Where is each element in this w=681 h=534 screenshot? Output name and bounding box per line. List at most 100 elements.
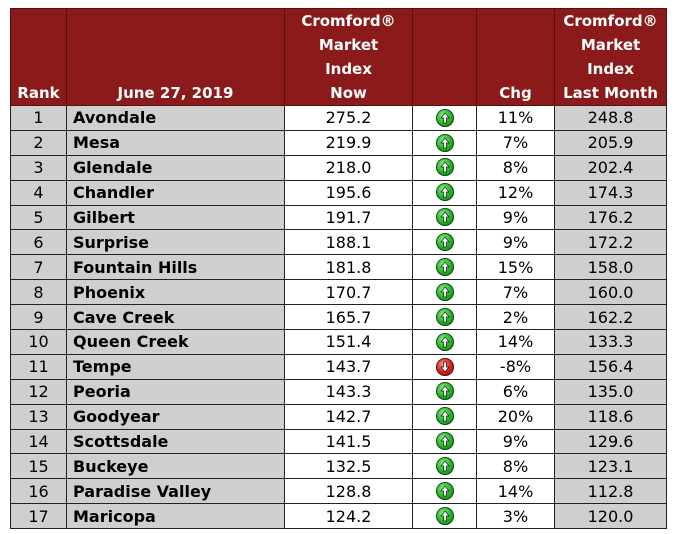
- rank-cell: 7: [10, 254, 67, 281]
- city-cell: Goodyear: [66, 403, 285, 430]
- city-cell: Tempe: [66, 353, 285, 380]
- market-index-table-container: Rank June 27, 2019 Cromford® Market Inde…: [10, 8, 667, 530]
- change-cell: 2%: [476, 304, 555, 331]
- up-arrow-icon: [435, 457, 454, 476]
- up-arrow-icon: [435, 407, 454, 426]
- index-now-cell: 181.8: [284, 254, 413, 281]
- city-cell: Cave Creek: [66, 304, 285, 331]
- up-arrow-icon: [435, 208, 454, 227]
- city-cell: Gilbert: [66, 204, 285, 231]
- city-cell: Surprise: [66, 229, 285, 256]
- index-last-month-cell: 176.2: [554, 204, 667, 231]
- direction-cell: [412, 428, 477, 455]
- rank-cell: 3: [10, 154, 67, 181]
- index-now-cell: 128.8: [284, 478, 413, 505]
- change-cell: 7%: [476, 279, 555, 306]
- direction-cell: [412, 503, 477, 530]
- index-last-month-cell: 162.2: [554, 304, 667, 331]
- index-now-cell: 218.0: [284, 154, 413, 181]
- up-arrow-icon: [435, 482, 454, 501]
- index-last-month-cell: 133.3: [554, 329, 667, 355]
- index-last-month-cell: 135.0: [554, 378, 667, 405]
- direction-cell: [412, 304, 477, 331]
- direction-cell: [412, 154, 477, 181]
- index-now-cell: 142.7: [284, 403, 413, 430]
- rank-cell: 5: [10, 204, 67, 231]
- rank-cell: 14: [10, 428, 67, 455]
- index-last-month-cell: 160.0: [554, 279, 667, 306]
- change-cell: 20%: [476, 403, 555, 430]
- index-now-cell: 143.7: [284, 353, 413, 380]
- direction-cell: [412, 179, 477, 206]
- rank-cell: 10: [10, 329, 67, 355]
- up-arrow-icon: [435, 133, 454, 152]
- rank-cell: 17: [10, 503, 67, 530]
- table-row: 17 Maricopa 124.2 3% 120.0: [10, 503, 667, 530]
- index-last-month-header: Cromford® Market Index Last Month: [554, 8, 667, 106]
- up-arrow-icon: [435, 233, 454, 252]
- header-row: Rank June 27, 2019 Cromford® Market Inde…: [10, 8, 667, 106]
- direction-cell: [412, 403, 477, 430]
- direction-cell: [412, 254, 477, 281]
- direction-cell: [412, 204, 477, 231]
- city-cell: Scottsdale: [66, 428, 285, 455]
- index-now-cell: 195.6: [284, 179, 413, 206]
- table-row: 5 Gilbert 191.7 9% 176.2: [10, 204, 667, 231]
- index-last-month-cell: 202.4: [554, 154, 667, 181]
- index-last-month-cell: 248.8: [554, 105, 667, 131]
- city-cell: Queen Creek: [66, 329, 285, 355]
- table-row: 3 Glendale 218.0 8% 202.4: [10, 154, 667, 181]
- city-cell: Glendale: [66, 154, 285, 181]
- index-now-cell: 191.7: [284, 204, 413, 231]
- up-arrow-icon: [435, 183, 454, 202]
- change-cell: 14%: [476, 329, 555, 355]
- change-cell: 8%: [476, 154, 555, 181]
- index-last-month-cell: 156.4: [554, 353, 667, 380]
- rank-cell: 16: [10, 478, 67, 505]
- direction-header: [412, 8, 477, 106]
- up-arrow-icon: [435, 332, 454, 351]
- rank-cell: 8: [10, 279, 67, 306]
- up-arrow-icon: [435, 108, 454, 127]
- up-arrow-icon: [435, 158, 454, 177]
- table-row: 13 Goodyear 142.7 20% 118.6: [10, 403, 667, 430]
- rank-cell: 13: [10, 403, 67, 430]
- table-row: 11 Tempe 143.7 -8% 156.4: [10, 353, 667, 380]
- index-last-month-cell: 123.1: [554, 453, 667, 480]
- change-cell: 14%: [476, 478, 555, 505]
- table-row: 16 Paradise Valley 128.8 14% 112.8: [10, 478, 667, 505]
- change-cell: 8%: [476, 453, 555, 480]
- index-now-cell: 170.7: [284, 279, 413, 306]
- rank-header: Rank: [10, 8, 67, 106]
- table-row: 1 Avondale 275.2 11% 248.8: [10, 105, 667, 131]
- up-arrow-icon: [435, 506, 454, 525]
- date-header: June 27, 2019: [66, 8, 285, 106]
- change-header: Chg: [476, 8, 555, 106]
- city-cell: Chandler: [66, 179, 285, 206]
- rank-cell: 6: [10, 229, 67, 256]
- up-arrow-icon: [435, 432, 454, 451]
- index-now-cell: 143.3: [284, 378, 413, 405]
- direction-cell: [412, 478, 477, 505]
- table-row: 8 Phoenix 170.7 7% 160.0: [10, 279, 667, 306]
- index-now-cell: 141.5: [284, 428, 413, 455]
- down-arrow-icon: [435, 357, 454, 376]
- up-arrow-icon: [435, 307, 454, 326]
- index-last-month-cell: 129.6: [554, 428, 667, 455]
- direction-cell: [412, 229, 477, 256]
- index-last-month-cell: 172.2: [554, 229, 667, 256]
- city-cell: Fountain Hills: [66, 254, 285, 281]
- up-arrow-icon: [435, 282, 454, 301]
- index-last-month-cell: 158.0: [554, 254, 667, 281]
- table-row: 10 Queen Creek 151.4 14% 133.3: [10, 329, 667, 355]
- index-last-month-cell: 120.0: [554, 503, 667, 530]
- change-cell: 12%: [476, 179, 555, 206]
- index-now-cell: 275.2: [284, 105, 413, 131]
- rank-cell: 9: [10, 304, 67, 331]
- direction-cell: [412, 378, 477, 405]
- up-arrow-icon: [435, 258, 454, 277]
- index-now-cell: 151.4: [284, 329, 413, 355]
- index-last-month-cell: 174.3: [554, 179, 667, 206]
- table-row: 6 Surprise 188.1 9% 172.2: [10, 229, 667, 256]
- rank-cell: 1: [10, 105, 67, 131]
